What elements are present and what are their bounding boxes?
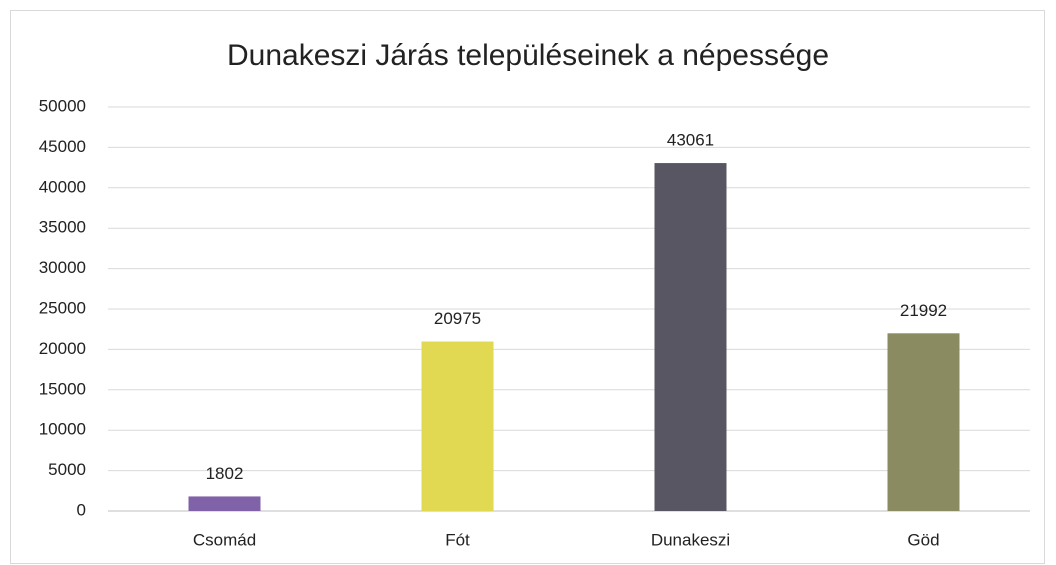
y-tick-label: 30000 (39, 258, 86, 277)
data-label: 21992 (900, 301, 947, 320)
x-tick-label: Csomád (193, 530, 256, 549)
y-tick-label: 45000 (39, 137, 86, 156)
y-tick-label: 25000 (39, 298, 86, 317)
chart-title: Dunakeszi Járás településeinek a népessé… (227, 39, 829, 72)
data-label: 43061 (667, 131, 714, 150)
y-tick-label: 5000 (48, 460, 86, 479)
y-tick-label: 20000 (39, 339, 86, 358)
chart-border (10, 10, 1045, 564)
y-tick-label: 0 (77, 500, 86, 519)
y-tick-label: 15000 (39, 379, 86, 398)
y-tick-label: 40000 (39, 177, 86, 196)
bar (421, 341, 494, 511)
x-tick-label: Göd (907, 530, 939, 549)
y-tick-label: 35000 (39, 218, 86, 237)
bar (887, 333, 960, 511)
x-tick-label: Dunakeszi (651, 530, 730, 549)
y-tick-label: 50000 (39, 96, 86, 115)
data-label: 1802 (206, 464, 244, 483)
y-tick-label: 10000 (39, 420, 86, 439)
x-tick-label: Fót (445, 530, 470, 549)
bar (188, 496, 261, 511)
bar (654, 163, 727, 511)
data-label: 20975 (434, 309, 481, 328)
